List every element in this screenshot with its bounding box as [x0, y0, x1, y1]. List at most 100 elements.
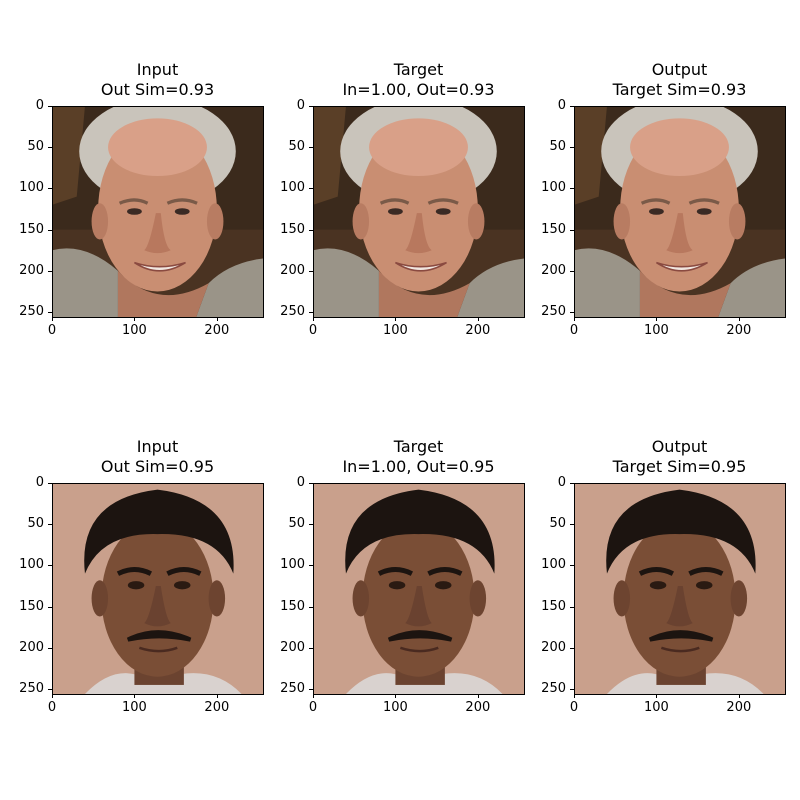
- y-tick-label: 0: [557, 475, 566, 490]
- wood-beam: [52, 106, 85, 205]
- ear-left: [352, 203, 370, 240]
- y-tick-label: 50: [288, 139, 305, 155]
- image-panel: [52, 106, 264, 318]
- panel-title-line1: Input: [136, 60, 179, 79]
- image-panel: [313, 106, 525, 318]
- eye-left: [127, 208, 142, 215]
- ear-left: [613, 580, 631, 617]
- y-tick-label: 150: [541, 598, 566, 614]
- ear-right: [730, 580, 748, 617]
- y-tick: [309, 524, 313, 526]
- y-tick-label: 200: [541, 639, 566, 655]
- image-panel: [574, 483, 786, 695]
- x-tick: [134, 694, 136, 698]
- shirt-left: [313, 248, 379, 317]
- man-with-mustache-face-photo: [313, 483, 524, 694]
- brow-left: [379, 198, 410, 205]
- brow-right: [427, 567, 463, 576]
- y-tick-label: 0: [35, 98, 44, 113]
- panel-title-line1: Target: [393, 60, 444, 79]
- y-tick-label: 100: [541, 180, 566, 196]
- x-tick: [52, 317, 53, 321]
- x-tick-label: 0: [47, 323, 57, 338]
- shirt-left: [52, 248, 118, 317]
- y-tick-label: 200: [19, 639, 44, 655]
- face-image: [313, 483, 524, 694]
- ear-right: [469, 580, 487, 617]
- y-tick: [570, 106, 574, 107]
- x-tick-label: 200: [204, 323, 230, 338]
- y-tick: [309, 188, 313, 190]
- y-tick: [570, 229, 574, 231]
- y-tick: [570, 524, 574, 526]
- x-tick-label: 100: [122, 323, 147, 338]
- panel-title-line1: Output: [651, 437, 708, 456]
- eye-right: [173, 581, 191, 590]
- panel-title-line2: Target Sim=0.95: [612, 457, 747, 476]
- image-panel: [313, 483, 525, 695]
- ear-left: [613, 203, 631, 240]
- panel-title: Output Target Sim=0.95: [550, 437, 800, 477]
- y-tick-label: 250: [541, 304, 566, 320]
- panel-title: Target In=1.00, Out=0.93: [289, 60, 549, 100]
- neck: [378, 270, 470, 317]
- nose: [666, 586, 693, 627]
- eye-left: [649, 208, 664, 215]
- y-tick-label: 100: [541, 557, 566, 573]
- eye-left: [388, 581, 406, 590]
- nose: [666, 213, 693, 254]
- panel-title-line1: Target: [393, 437, 444, 456]
- nose: [144, 213, 171, 254]
- brow-right: [166, 198, 198, 205]
- y-tick-label: 150: [19, 221, 44, 237]
- mustache: [648, 630, 714, 642]
- y-tick: [309, 606, 313, 608]
- hair: [606, 489, 756, 574]
- shirt-right: [457, 258, 524, 317]
- nose: [405, 213, 432, 254]
- ear-left: [352, 580, 370, 617]
- wood-beam: [574, 106, 607, 205]
- y-tick: [48, 106, 52, 107]
- y-tick-label: 100: [280, 180, 305, 196]
- x-tick-label: 200: [204, 700, 230, 715]
- panel-title: Output Target Sim=0.93: [550, 60, 800, 100]
- y-tick: [48, 647, 52, 649]
- eye-right: [174, 208, 190, 215]
- panel-title-line2: In=1.00, Out=0.95: [342, 457, 495, 476]
- y-tick: [48, 147, 52, 149]
- y-tick: [309, 647, 313, 649]
- mouth: [399, 646, 439, 653]
- brow-right: [166, 567, 202, 576]
- x-tick-label: 0: [308, 700, 318, 715]
- x-tick: [313, 694, 314, 698]
- x-tick-label: 100: [644, 323, 669, 338]
- nose: [405, 586, 432, 627]
- ear-right: [728, 203, 746, 240]
- y-tick: [570, 188, 574, 190]
- eye-left: [388, 208, 403, 215]
- x-tick: [738, 694, 740, 698]
- mouth: [138, 646, 178, 653]
- man-with-mustache-face-photo: [52, 483, 263, 694]
- y-tick: [48, 606, 52, 608]
- axes-frame: [52, 106, 264, 318]
- y-tick-label: 200: [541, 262, 566, 278]
- y-tick: [48, 483, 52, 484]
- eye-right: [695, 581, 713, 590]
- forehead: [369, 118, 468, 177]
- y-tick-label: 100: [19, 180, 44, 196]
- x-tick: [574, 317, 575, 321]
- axes-frame: [313, 106, 525, 318]
- y-tick-label: 200: [280, 262, 305, 278]
- shirt-right: [718, 258, 785, 317]
- elderly-man-face-photo: [52, 106, 263, 317]
- x-tick: [477, 694, 479, 698]
- x-tick-label: 200: [726, 323, 752, 338]
- mustache: [126, 630, 192, 642]
- hair: [345, 489, 495, 574]
- y-tick-label: 0: [296, 98, 305, 113]
- y-tick-label: 100: [280, 557, 305, 573]
- neck: [639, 270, 731, 317]
- ear-right: [206, 203, 224, 240]
